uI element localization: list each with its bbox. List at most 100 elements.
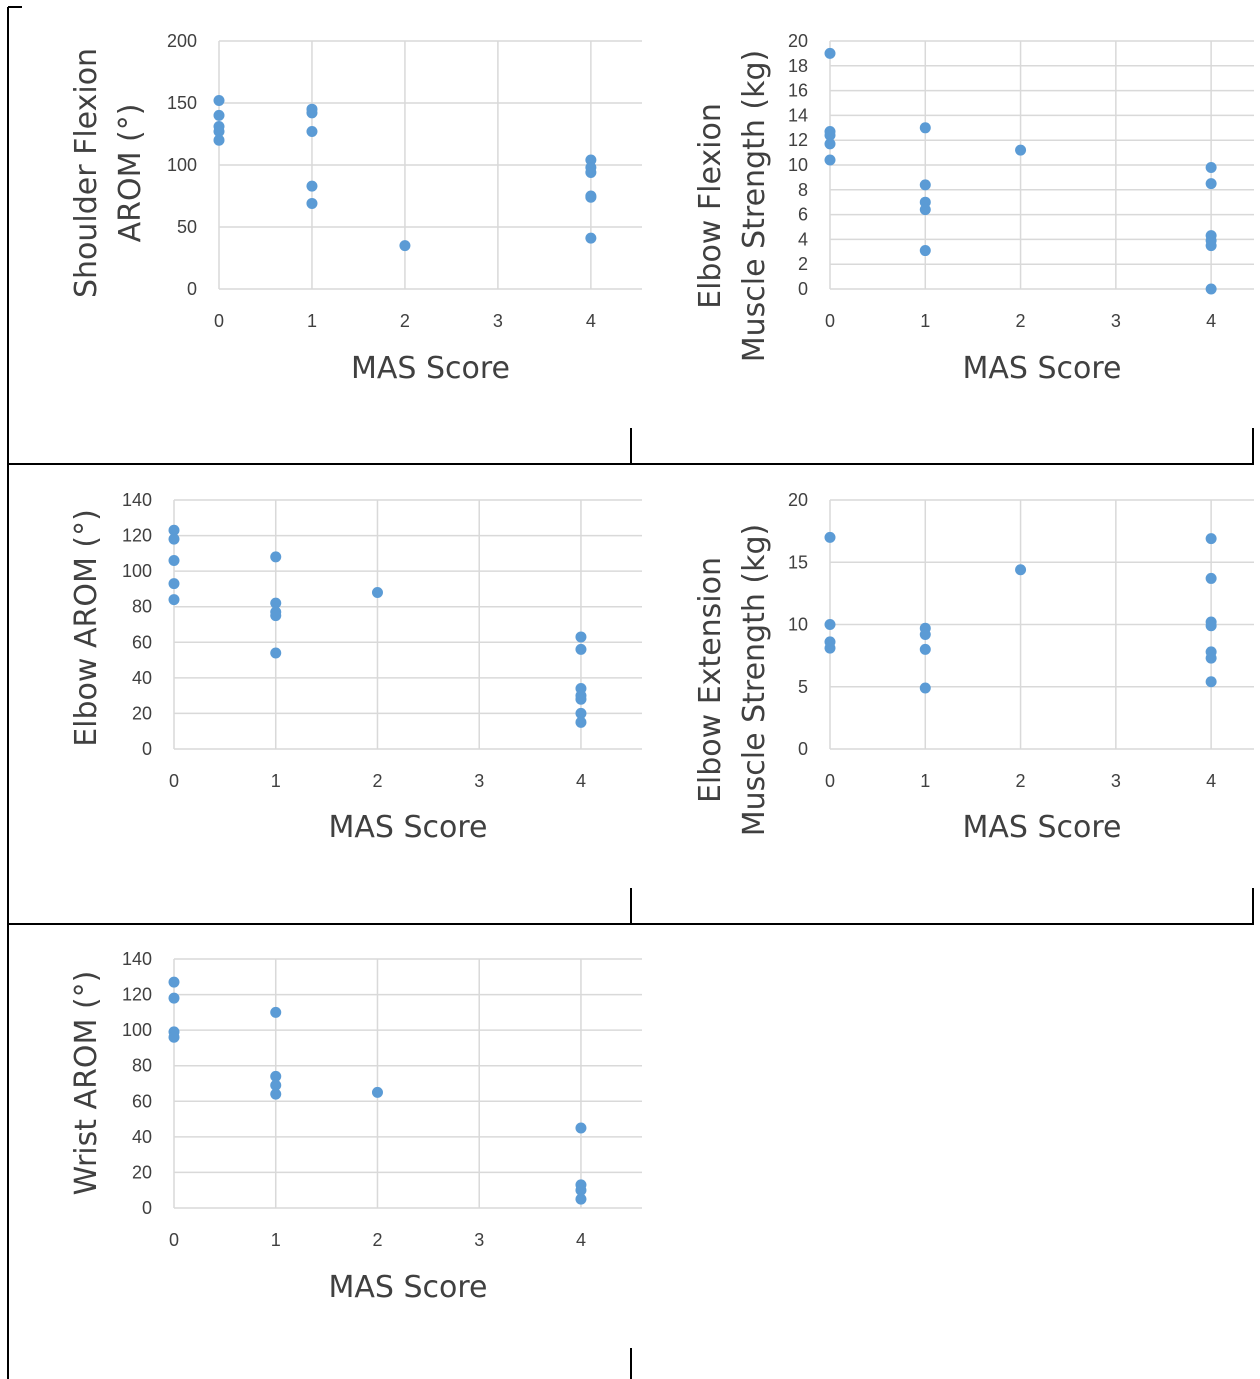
- data-point: [824, 531, 836, 543]
- y-tick-label: 15: [788, 552, 808, 572]
- y-tick-label: 4: [798, 229, 808, 249]
- data-point: [824, 642, 836, 654]
- data-point: [1205, 240, 1217, 252]
- x-axis-title: MAS Score: [351, 351, 510, 386]
- y-tick-label: 20: [132, 703, 152, 723]
- y-tick-label: 20: [788, 490, 808, 510]
- data-point: [1015, 564, 1027, 576]
- data-point: [585, 166, 597, 178]
- data-point: [270, 1006, 282, 1018]
- data-point: [575, 643, 587, 655]
- data-point: [1205, 161, 1217, 173]
- y-tick-label: 60: [132, 632, 152, 652]
- data-point: [306, 180, 318, 192]
- data-point: [168, 533, 180, 545]
- y-tick-label: 40: [132, 1127, 152, 1147]
- chart-elbow-extension-strength: 0 5 10 15 20 0 1 2 3 4 MAS Score Elbow Extension Mus…: [693, 490, 1254, 845]
- data-point: [1205, 676, 1217, 688]
- y-tick-label: 5: [798, 677, 808, 697]
- data-point: [824, 619, 836, 630]
- data-point: [919, 682, 931, 694]
- x-tick-label: 4: [586, 311, 596, 331]
- x-tick-label: 4: [1206, 311, 1216, 331]
- data-point: [306, 107, 318, 119]
- y-axis-title: Muscle Strength (kg): [737, 50, 772, 362]
- data-point: [270, 647, 282, 659]
- y-tick-label: 50: [177, 217, 197, 237]
- x-tick-label: 2: [372, 771, 382, 791]
- data-point: [270, 1079, 282, 1091]
- x-tick-label: 2: [372, 1230, 382, 1250]
- y-tick-label: 20: [132, 1162, 152, 1182]
- x-tick-label: 1: [920, 771, 930, 791]
- y-tick-label: 12: [788, 130, 808, 150]
- y-tick-label: 16: [788, 81, 808, 101]
- data-point: [306, 126, 318, 138]
- x-tick-label: 0: [214, 311, 224, 331]
- chart-wrist-arom: 0 20 40 60 80 100 120 140 0 1 2 3 4 MAS Score Wrist AR…: [69, 949, 642, 1305]
- data-point: [585, 232, 597, 244]
- data-point: [824, 154, 836, 166]
- data-point: [270, 610, 282, 622]
- y-tick-label: 150: [167, 93, 197, 113]
- data-point: [919, 628, 931, 640]
- data-point: [1205, 572, 1217, 584]
- chart-shoulder-flexion-arom: 0 50 100 150 200 0 1 2 3 4 MAS Score Shoulder Flexi…: [69, 31, 642, 386]
- y-tick-label: 10: [788, 155, 808, 175]
- x-tick-label: 2: [400, 311, 410, 331]
- data-point: [168, 976, 180, 988]
- y-tick-label: 0: [142, 739, 152, 759]
- data-point: [1015, 144, 1027, 156]
- y-tick-label: 120: [122, 985, 152, 1005]
- y-tick-label: 200: [167, 31, 197, 51]
- y-tick-label: 60: [132, 1091, 152, 1111]
- y-tick-label: 10: [788, 615, 808, 635]
- data-point: [1205, 620, 1217, 632]
- data-point: [824, 129, 836, 141]
- x-tick-label: 4: [576, 1230, 586, 1250]
- y-tick-label: 20: [788, 31, 808, 51]
- data-point: [168, 554, 180, 566]
- x-tick-label: 0: [825, 311, 835, 331]
- data-point: [919, 122, 931, 134]
- y-tick-label: 18: [788, 56, 808, 76]
- x-tick-label: 0: [169, 1230, 179, 1250]
- y-tick-label: 0: [798, 279, 808, 299]
- data-point: [575, 693, 587, 705]
- data-point: [575, 716, 587, 728]
- y-tick-label: 14: [788, 105, 808, 125]
- data-point: [213, 109, 225, 121]
- x-tick-label: 3: [474, 771, 484, 791]
- data-point: [575, 1122, 587, 1134]
- data-point: [1205, 283, 1217, 295]
- data-point: [575, 1193, 587, 1205]
- chart-elbow-arom: 0 20 40 60 80 100 120 140 0 1 2 3 4 MAS Score Elbow AR…: [69, 490, 642, 845]
- y-axis-title: Wrist AROM (°): [69, 971, 104, 1196]
- y-tick-label: 100: [122, 561, 152, 581]
- data-point: [270, 597, 282, 609]
- y-tick-label: 80: [132, 1056, 152, 1076]
- data-point: [1205, 652, 1217, 664]
- data-point: [824, 47, 836, 59]
- data-point: [919, 245, 931, 257]
- data-point: [213, 134, 225, 146]
- y-tick-label: 40: [132, 668, 152, 688]
- x-tick-label: 1: [307, 311, 317, 331]
- x-tick-label: 3: [474, 1230, 484, 1250]
- data-point: [213, 126, 225, 138]
- data-point: [1205, 178, 1217, 190]
- y-tick-label: 0: [187, 279, 197, 299]
- x-tick-label: 3: [1111, 311, 1121, 331]
- data-point: [270, 1070, 282, 1082]
- x-tick-label: 1: [271, 1230, 281, 1250]
- data-point: [919, 643, 931, 655]
- y-tick-label: 100: [167, 155, 197, 175]
- y-axis-title: Elbow AROM (°): [69, 509, 104, 747]
- y-axis-title: Elbow Extension: [693, 557, 728, 803]
- y-tick-label: 2: [798, 254, 808, 274]
- data-point: [585, 191, 597, 203]
- x-axis-title: MAS Score: [328, 810, 487, 845]
- data-point: [919, 179, 931, 191]
- panel-borders: [7, 6, 1254, 1379]
